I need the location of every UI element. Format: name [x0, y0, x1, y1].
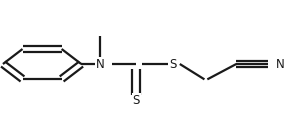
Text: S: S [169, 57, 176, 71]
Text: N: N [96, 57, 104, 71]
Text: N: N [276, 57, 284, 71]
Text: S: S [133, 94, 140, 107]
